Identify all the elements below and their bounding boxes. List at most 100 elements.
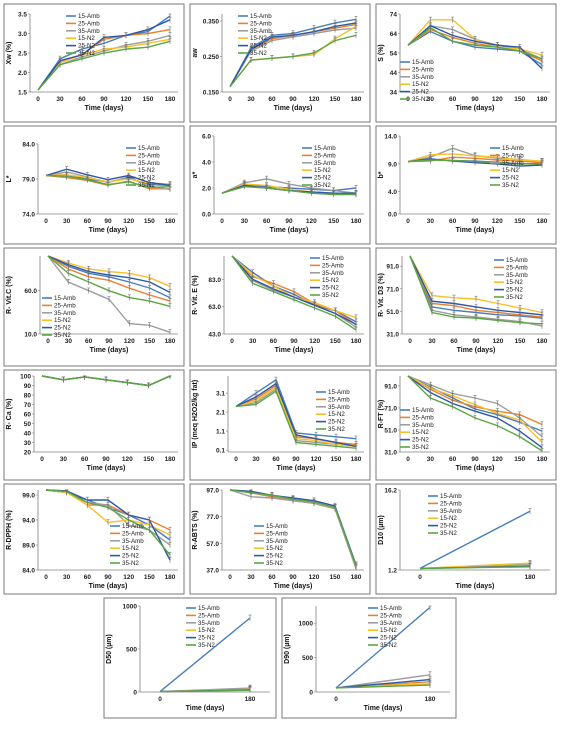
legend-entry: 15-Amb: [440, 493, 462, 500]
legend-entry: 15-N2: [250, 35, 267, 42]
legend-entry: 15-N2: [380, 627, 397, 634]
x-axis-title: Time (days): [186, 705, 225, 712]
x-tick-label: 150: [328, 218, 339, 225]
x-tick-label: 60: [449, 218, 457, 225]
legend-entry: 25-N2: [54, 325, 71, 332]
chart-frame: [281, 597, 457, 719]
y-axis-title: D10 (µm): [378, 515, 385, 545]
legend-entry: 25-Amb: [440, 500, 462, 507]
legend-entry: 25-Amb: [328, 396, 350, 403]
x-tick-label: 180: [165, 574, 176, 581]
x-tick-label: 180: [525, 574, 536, 581]
x-tick-label: 90: [471, 96, 479, 103]
legend-entry: 25-Amb: [314, 152, 336, 159]
x-tick-label: 0: [418, 574, 422, 581]
x-tick-label: 30: [249, 338, 257, 345]
y-tick-label: 74: [390, 12, 398, 19]
legend-entry: 15-N2: [440, 515, 457, 522]
legend-entry: 35-Amb: [54, 310, 76, 317]
legend-entry: 15-N2: [198, 627, 215, 634]
legend-entry: 35-Amb: [412, 422, 434, 429]
x-tick-label: 30: [241, 218, 249, 225]
x-tick-label: 180: [351, 338, 362, 345]
x-tick-label: 150: [144, 574, 155, 581]
y-tick-label: 2.0: [18, 70, 27, 77]
legend-entry: 35-N2: [322, 292, 339, 299]
legend-entry: 25-Amb: [506, 264, 528, 271]
y-tick-label: 20: [24, 450, 32, 457]
x-tick-label: 30: [56, 96, 64, 103]
chart-frame: [375, 483, 557, 595]
x-tick-label: 90: [100, 96, 108, 103]
y-axis-title: Xw (%): [6, 42, 13, 65]
x-tick-label: 30: [247, 96, 255, 103]
legend-entry: 25-N2: [138, 175, 155, 182]
x-tick-label: 150: [330, 574, 341, 581]
y-axis-title: R- Vit. D3 (%): [378, 273, 385, 317]
y-axis-title: R-ABTS (%): [192, 510, 199, 549]
y-tick-label: 31.0: [386, 332, 399, 339]
legend-entry: 35-N2: [502, 182, 519, 189]
legend-entry: 35-Amb: [266, 538, 288, 545]
x-tick-label: 150: [514, 96, 525, 103]
x-tick-label: 60: [84, 218, 92, 225]
x-tick-label: 120: [309, 96, 320, 103]
series-line-25-N2: [335, 678, 431, 689]
y-tick-label: 3.5: [18, 12, 27, 19]
x-tick-label: 60: [85, 338, 93, 345]
legend-entry: 15-Amb: [54, 295, 76, 302]
legend-entry: 15-Amb: [412, 407, 434, 414]
x-tick-label: 90: [292, 456, 300, 463]
legend-entry: 35-Amb: [328, 404, 350, 411]
y-axis-title: aw: [192, 48, 199, 58]
x-tick-label: 150: [330, 338, 341, 345]
x-tick-label: 30: [252, 456, 260, 463]
x-tick-label: 90: [104, 218, 112, 225]
x-tick-label: 30: [63, 574, 71, 581]
y-tick-label: 0: [133, 690, 137, 697]
x-tick-label: 120: [124, 338, 135, 345]
y-tick-label: 2.5: [18, 51, 27, 58]
y-axis-title: R- Vit.C (%): [6, 276, 13, 314]
chart-panel-3: 34445464740306090120150180Time (days)S (…: [375, 3, 557, 123]
x-tick-label: 180: [537, 96, 548, 103]
chart-panel-6: 0.0 4.0 9.0 14.0 0 30 60 90 120 150 180 Time (days)…: [375, 125, 557, 245]
y-tick-label: 99.0: [22, 493, 35, 500]
legend-entry: 15-Amb: [322, 255, 344, 262]
legend-entry: 25-N2: [412, 89, 429, 96]
series-line-35-N2: [419, 566, 531, 570]
x-tick-label: 120: [306, 218, 317, 225]
x-axis-title: Time (days): [87, 465, 126, 472]
y-tick-label: 10.0: [24, 332, 37, 339]
x-tick-label: 90: [105, 338, 113, 345]
legend-entry: 25-Amb: [250, 20, 272, 27]
series-line-15-Amb: [159, 617, 251, 693]
chart-panel-8: 43.0 63.0 83.0 0 30 60 90 120 150 180 Time (days) R…: [189, 247, 371, 367]
x-tick-label: 90: [285, 218, 293, 225]
chart-frame: [3, 247, 185, 367]
x-axis-title: Time (days): [364, 705, 403, 712]
legend-entry: 15-Amb: [250, 13, 272, 20]
y-tick-label: 0.0: [388, 212, 397, 219]
x-tick-label: 120: [309, 574, 320, 581]
legend-entry: 25-N2: [440, 523, 457, 530]
x-axis-title: Time (days): [89, 583, 128, 590]
x-tick-label: 120: [492, 96, 503, 103]
x-axis-title: Time (days): [90, 347, 129, 354]
x-axis-title: Time (days): [89, 227, 128, 234]
legend-entry: 35-N2: [314, 182, 331, 189]
legend-entry: 15-Amb: [380, 605, 402, 612]
x-tick-label: 150: [514, 456, 525, 463]
legend-entry: 15-Amb: [198, 605, 220, 612]
x-tick-label: 90: [290, 338, 298, 345]
legend-entry: 25-Amb: [54, 302, 76, 309]
x-tick-label: 0: [230, 338, 234, 345]
y-tick-label: 14.0: [384, 134, 397, 141]
legend-entry: 15-Amb: [506, 257, 528, 264]
legend-entry: 25-Amb: [412, 414, 434, 421]
legend-entry: 15-N2: [54, 317, 71, 324]
legend-entry: 25-Amb: [412, 66, 434, 73]
